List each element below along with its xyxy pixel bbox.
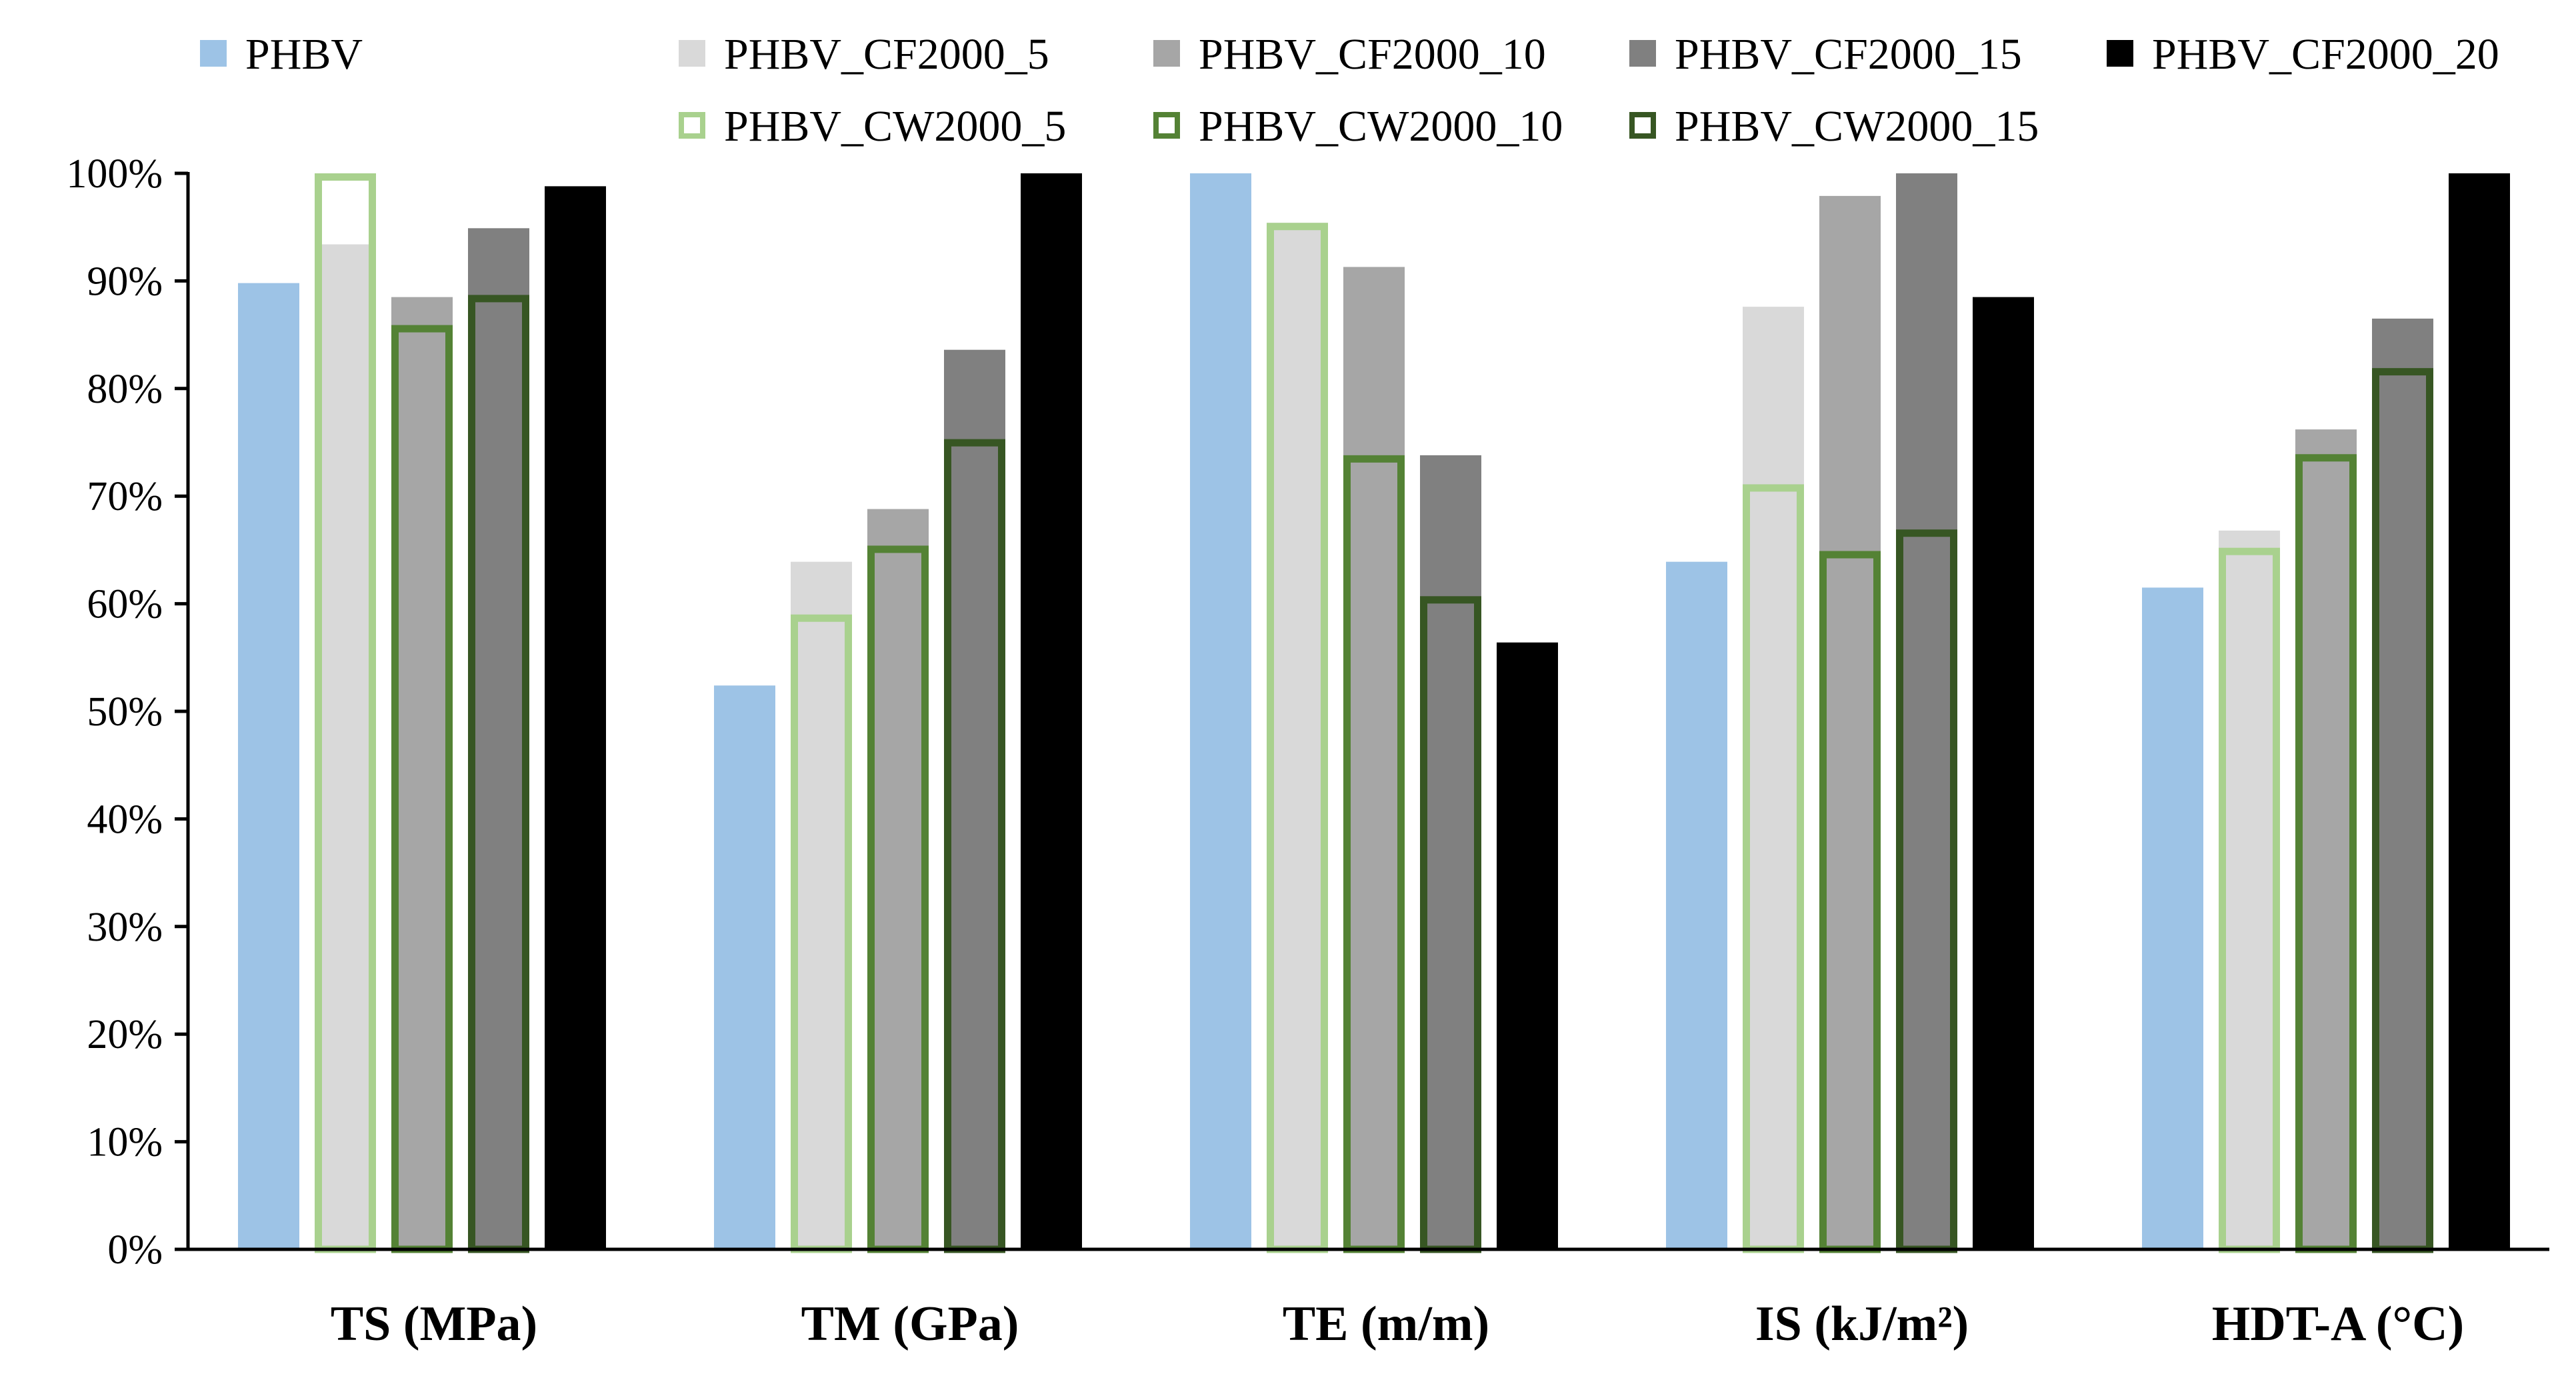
y-tick-label: 50% [87, 689, 163, 735]
bar-phbv-cf2000-10-hdt-a-c [2295, 429, 2357, 1249]
bar-phbv-cf2000-10-is-kj-m [1819, 195, 1881, 1249]
legend-swatch [1629, 112, 1656, 139]
y-tick-label: 0% [107, 1227, 163, 1273]
bar-phbv-cf2000-20-hdt-a-c [2449, 173, 2510, 1249]
bar-phbv-is-kj-m [1666, 561, 1727, 1249]
axes-layer: 0% 10% 20% 30% 40% 50% 60% 70% 80% 90% 100% TS (MPa… [66, 151, 2549, 1351]
y-tick-label: 70% [87, 474, 163, 519]
legend-swatch [200, 40, 227, 67]
y-tick-label: 80% [87, 367, 163, 412]
legend-item-phbv-cf2000-20: PHBV_CF2000_20 [2107, 30, 2499, 79]
x-category-label: TM (GPa) [801, 1297, 1019, 1351]
y-tick-label: 40% [87, 797, 163, 842]
bar-phbv-cf2000-15-is-kj-m [1896, 173, 1957, 1249]
y-tick-label: 30% [87, 905, 163, 950]
legend-label: PHBV_CW2000_15 [1675, 102, 2039, 151]
legend-swatch [679, 40, 705, 67]
legend-item-phbv-cw2000-15: PHBV_CW2000_15 [1629, 102, 2039, 151]
legend-item-phbv-cf2000-15: PHBV_CF2000_15 [1629, 30, 2022, 79]
bar-phbv-cf2000-15-te-m-m [1420, 455, 1481, 1250]
y-tick-label: 60% [87, 582, 163, 627]
bar-phbv-te-m-m [1190, 173, 1251, 1249]
y-tick-label: 100% [66, 151, 163, 197]
legend-swatch [1153, 112, 1180, 139]
legend-label: PHBV_CW2000_5 [724, 102, 1066, 151]
legend-item-phbv-cf2000-10: PHBV_CF2000_10 [1153, 30, 1546, 79]
legend-label: PHBV_CF2000_10 [1199, 30, 1546, 79]
bar-phbv-cf2000-5-ts-mpa [315, 244, 376, 1250]
bar-phbv-cf2000-5-is-kj-m [1743, 307, 1804, 1249]
legend-label: PHBV_CF2000_20 [2152, 30, 2499, 79]
bar-phbv-cf2000-10-tm-gpa [867, 509, 929, 1249]
bar-phbv-cf2000-20-is-kj-m [1973, 297, 2034, 1249]
legend-item-phbv-cw2000-5: PHBV_CW2000_5 [679, 102, 1066, 151]
bar-phbv-cf2000-5-hdt-a-c [2219, 530, 2280, 1249]
bar-phbv-cf2000-20-te-m-m [1497, 642, 1558, 1249]
bar-phbv-cf2000-5-te-m-m [1267, 223, 1328, 1249]
bar-phbv-cf2000-15-tm-gpa [944, 349, 1005, 1249]
x-category-label: TE (m/m) [1283, 1297, 1489, 1351]
x-category-label: IS (kJ/m²) [1755, 1297, 1969, 1351]
bar-phbv-cf2000-20-tm-gpa [1021, 173, 1082, 1249]
bar-phbv-tm-gpa [714, 685, 775, 1249]
bar-phbv-hdt-a-c [2142, 587, 2203, 1249]
bar-phbv-cf2000-15-ts-mpa [468, 228, 529, 1250]
y-tick-label: 20% [87, 1012, 163, 1057]
y-tick-label: 10% [87, 1120, 163, 1165]
x-category-label: HDT-A (°C) [2212, 1297, 2464, 1351]
legend-swatch [1153, 40, 1180, 67]
bar-phbv-cf2000-10-ts-mpa [391, 297, 453, 1249]
bar-phbv-cf2000-10-te-m-m [1343, 267, 1405, 1250]
bar-phbv-cf2000-5-tm-gpa [791, 561, 852, 1249]
legend-swatch [2107, 40, 2133, 67]
legend-swatch [679, 112, 705, 139]
legend-item-phbv-cw2000-10: PHBV_CW2000_10 [1153, 102, 1563, 151]
legend-item-phbv: PHBV [200, 30, 363, 79]
legend-label: PHBV_CW2000_10 [1199, 102, 1563, 151]
legend-label: PHBV [245, 30, 363, 79]
bars-layer [238, 173, 2510, 1253]
legend: PHBV PHBV_CF2000_5 PHBV_CF2000_10 PHBV_CF20… [200, 30, 2499, 151]
legend-swatch [1629, 40, 1656, 67]
legend-item-phbv-cf2000-5: PHBV_CF2000_5 [679, 30, 1049, 79]
legend-label: PHBV_CF2000_15 [1675, 30, 2022, 79]
bar-phbv-cf2000-15-hdt-a-c [2372, 318, 2433, 1249]
bar-phbv-ts-mpa [238, 283, 299, 1250]
y-tick-label: 90% [87, 259, 163, 304]
legend-label: PHBV_CF2000_5 [724, 30, 1049, 79]
x-category-label: TS (MPa) [331, 1297, 537, 1351]
bar-phbv-cf2000-20-ts-mpa [545, 186, 606, 1249]
